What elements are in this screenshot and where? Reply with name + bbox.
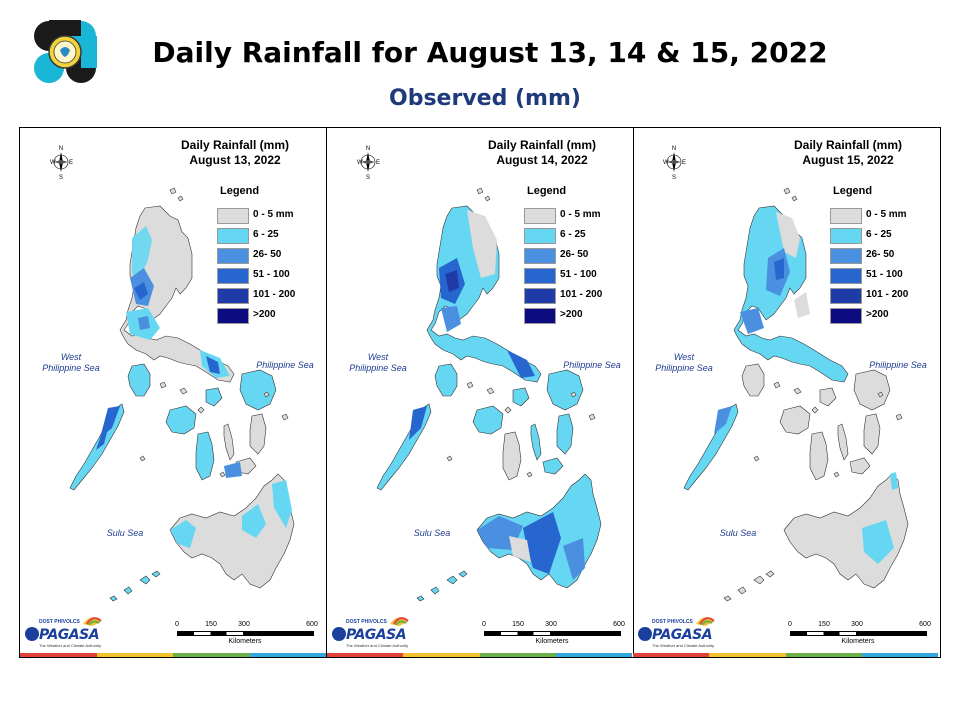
scale-bar: 0 150 300 600 Kilometers bbox=[788, 621, 931, 645]
sea-label-sulu: Sulu Sea bbox=[106, 528, 144, 538]
sea-label-west: West Philippine Sea bbox=[655, 352, 713, 373]
legend-item: 6 - 25 bbox=[217, 228, 327, 248]
panel-overlay-2: Daily Rainfall (mm) August 14, 2022 N S … bbox=[327, 128, 632, 657]
panel-overlay-1: Daily Rainfall (mm) August 13, 2022 N S … bbox=[20, 128, 326, 657]
legend-item: 101 - 200 bbox=[830, 288, 940, 308]
sea-label-sulu: Sulu Sea bbox=[413, 528, 451, 538]
pagasa-logo: DOST PHIVOLCS PAGASA The Weather and Cli… bbox=[23, 610, 113, 650]
map-panel-aug13 bbox=[20, 128, 327, 657]
legend-item: 0 - 5 mm bbox=[830, 208, 940, 228]
dost-logo bbox=[33, 20, 97, 84]
legend-item: 26- 50 bbox=[524, 248, 634, 268]
legend-item: 0 - 5 mm bbox=[217, 208, 327, 228]
legend-item: 51 - 100 bbox=[524, 268, 634, 288]
sea-label-sulu: Sulu Sea bbox=[719, 528, 757, 538]
philippines-rainfall-map bbox=[69, 187, 295, 602]
svg-text:N: N bbox=[366, 146, 370, 152]
legend-item: 26- 50 bbox=[830, 248, 940, 268]
legend-title: Legend bbox=[527, 185, 567, 197]
svg-text:S: S bbox=[59, 175, 63, 180]
legend-item: 51 - 100 bbox=[830, 268, 940, 288]
map-panel-aug14 bbox=[327, 128, 634, 657]
sea-label-east: Philippine Sea bbox=[256, 360, 314, 370]
north-arrow-icon: N S W E bbox=[357, 146, 380, 180]
svg-text:W: W bbox=[50, 160, 56, 166]
panel-date: August 13, 2022 bbox=[189, 153, 281, 167]
philippines-rainfall-map bbox=[376, 187, 602, 602]
scale-bar: 0 150 300 600 Kilometers bbox=[175, 621, 318, 645]
sea-label-west: West Philippine Sea bbox=[349, 352, 407, 373]
svg-text:N: N bbox=[672, 146, 676, 152]
svg-text:E: E bbox=[376, 160, 380, 166]
color-strip bbox=[327, 653, 632, 657]
legend-item: 101 - 200 bbox=[217, 288, 327, 308]
sea-label-east: Philippine Sea bbox=[869, 360, 927, 370]
panel-date: August 14, 2022 bbox=[496, 153, 588, 167]
page-subtitle: Observed (mm) bbox=[389, 86, 581, 111]
svg-text:W: W bbox=[357, 160, 363, 166]
svg-text:S: S bbox=[366, 175, 370, 180]
panel-title: Daily Rainfall (mm) bbox=[793, 138, 903, 152]
svg-text:S: S bbox=[672, 175, 676, 180]
panel-date: August 15, 2022 bbox=[802, 153, 894, 167]
pagasa-logo: DOST PHIVOLCS PAGASA The Weather and Cli… bbox=[330, 610, 420, 650]
legend-item: >200 bbox=[524, 308, 634, 328]
svg-text:E: E bbox=[682, 160, 686, 166]
sea-label-east: Philippine Sea bbox=[563, 360, 621, 370]
color-strip bbox=[633, 653, 938, 657]
legend-item: 6 - 25 bbox=[524, 228, 634, 248]
pagasa-logo: DOST PHIVOLCS PAGASA The Weather and Cli… bbox=[636, 610, 726, 650]
north-arrow-icon: N S W E bbox=[663, 146, 686, 180]
legend-item: 0 - 5 mm bbox=[524, 208, 634, 228]
legend-title: Legend bbox=[833, 185, 873, 197]
svg-text:W: W bbox=[663, 160, 669, 166]
philippines-rainfall-map bbox=[683, 187, 909, 602]
panel-overlay-3: Daily Rainfall (mm) August 15, 2022 N S … bbox=[633, 128, 938, 657]
svg-text:N: N bbox=[59, 146, 63, 152]
legend-title: Legend bbox=[220, 185, 260, 197]
panel-title: Daily Rainfall (mm) bbox=[487, 138, 597, 152]
svg-text:E: E bbox=[69, 160, 73, 166]
legend-item: 26- 50 bbox=[217, 248, 327, 268]
legend-item: >200 bbox=[217, 308, 327, 328]
scale-bar: 0 150 300 600 Kilometers bbox=[482, 621, 625, 645]
sea-label-west: West Philippine Sea bbox=[42, 352, 100, 373]
legend-item: 51 - 100 bbox=[217, 268, 327, 288]
map-panel-aug15 bbox=[634, 128, 940, 657]
north-arrow-icon: N S W E bbox=[50, 146, 73, 180]
legend-item: 6 - 25 bbox=[830, 228, 940, 248]
panel-title: Daily Rainfall (mm) bbox=[180, 138, 290, 152]
page-title: Daily Rainfall for August 13, 14 & 15, 2… bbox=[152, 36, 828, 69]
legend-item: 101 - 200 bbox=[524, 288, 634, 308]
color-strip bbox=[20, 653, 326, 657]
legend-item: >200 bbox=[830, 308, 940, 328]
map-panels bbox=[19, 127, 941, 658]
